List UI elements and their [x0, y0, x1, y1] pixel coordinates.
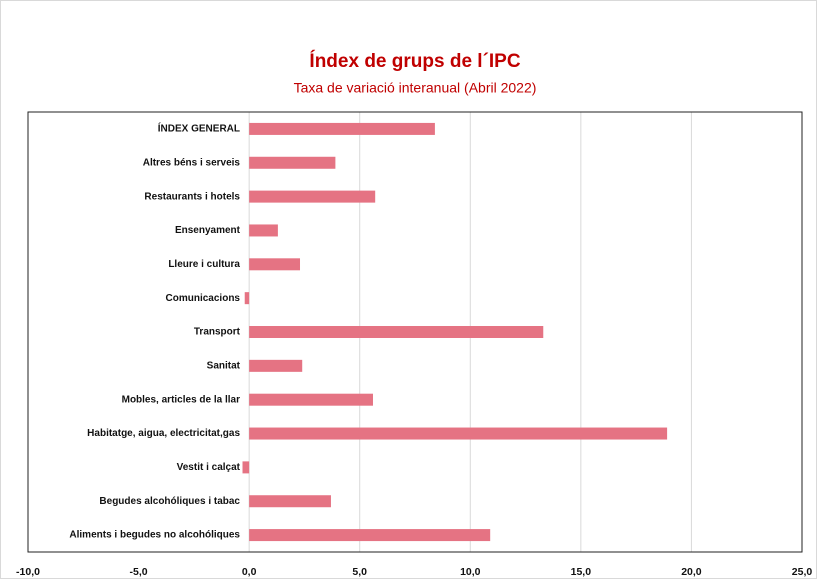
bar [244, 292, 250, 305]
x-tick-label: 0,0 [242, 566, 257, 578]
chart-title: Índex de grups de l´IPC [309, 50, 520, 72]
x-tick-label: -10,0 [16, 566, 40, 578]
category-label: Ensenyament [175, 225, 241, 236]
category-label: Sanitat [207, 360, 241, 371]
bar [249, 122, 435, 135]
bar [249, 359, 303, 372]
bar [249, 258, 301, 271]
x-tick-label: 15,0 [571, 566, 592, 578]
category-label: Altres béns i serveis [143, 157, 241, 168]
plot-border [27, 111, 803, 553]
bar [249, 156, 336, 169]
bar [249, 326, 544, 338]
x-tick-label: 20,0 [681, 566, 702, 578]
category-label: Habitatge, aigua, electricitat,gas [87, 428, 240, 439]
bar [249, 529, 491, 542]
bar [249, 224, 278, 237]
bar [249, 393, 373, 406]
category-label: Restaurants i hotels [144, 191, 240, 202]
category-label: Lleure i cultura [168, 259, 240, 270]
x-tick-label: 10,0 [460, 566, 481, 578]
bars [242, 122, 668, 542]
bar [249, 427, 668, 440]
x-tick-label: -5,0 [130, 566, 148, 578]
bar [249, 190, 376, 203]
category-label: Comunicacions [166, 293, 241, 304]
x-tick-label: 5,0 [352, 566, 367, 578]
chart-subtitle: Taxa de variació interanual (Abril 2022) [294, 80, 537, 96]
x-tick-label: 25,0 [792, 566, 813, 578]
category-label: Mobles, articles de la llar [122, 394, 240, 405]
category-label: Transport [194, 327, 241, 338]
category-label: Aliments i begudes no alcohóliques [69, 530, 240, 541]
bar [242, 461, 250, 474]
bar [249, 495, 331, 508]
category-label: Begudes alcohóliques i tabac [99, 496, 240, 507]
category-label: Vestit i calçat [177, 462, 241, 473]
category-label: ÍNDEX GENERAL [158, 122, 240, 135]
